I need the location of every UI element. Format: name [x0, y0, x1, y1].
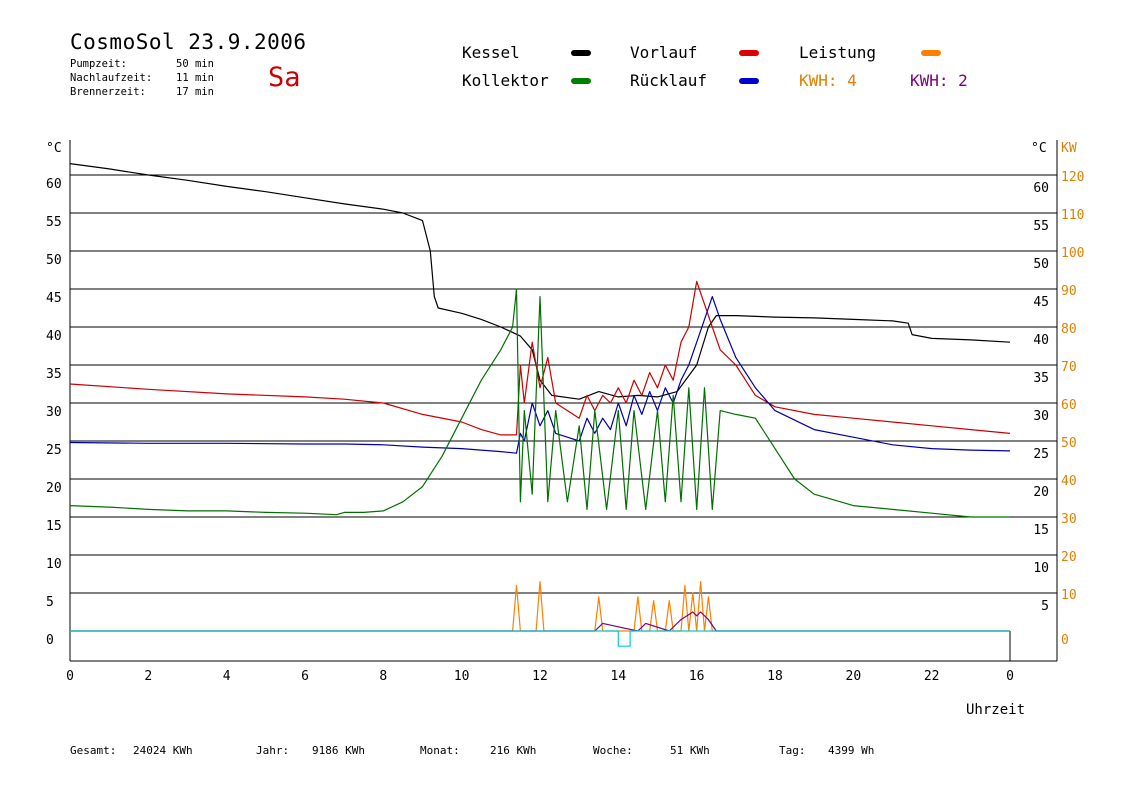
- stat-pumpzeit-label: Pumpzeit:: [70, 58, 127, 70]
- right-tick-label-power-50: 50: [1061, 436, 1077, 451]
- footer-woche-label: Woche:: [593, 744, 633, 757]
- left-tick-label-40: 40: [46, 329, 62, 344]
- right-tick-label-temp-10: 10: [1033, 561, 1049, 576]
- stat-pumpzeit-value: 50 min: [176, 58, 214, 70]
- series-line-rücklauf: [69, 296, 1011, 454]
- footer-gesamt-value: 24024 KWh: [133, 744, 193, 757]
- right-tick-label-power-120: 120: [1061, 170, 1084, 185]
- legend-label-leistung: Leistung: [799, 43, 877, 62]
- footer-jahr-value: 9186 KWh: [312, 744, 365, 757]
- right-tick-label-power-100: 100: [1061, 246, 1084, 261]
- left-tick-label-20: 20: [46, 481, 62, 496]
- legend-label-kessel: Kessel: [462, 43, 520, 62]
- legend-label-kollektor: Kollektor: [462, 71, 549, 90]
- right-tick-label-power-40: 40: [1061, 474, 1077, 489]
- footer-tag-label: Tag:: [779, 744, 806, 757]
- series-line-leistung2: [70, 611, 1010, 632]
- right-tick-label-power-10: 10: [1061, 588, 1077, 603]
- legend-swatch-vorlauf: [739, 50, 759, 56]
- footer-gesamt-label: Gesamt:: [70, 744, 117, 757]
- left-tick-label-25: 25: [46, 443, 62, 458]
- right-tick-label-temp-55: 55: [1033, 219, 1049, 234]
- left-tick-label-55: 55: [46, 215, 62, 230]
- right-axis-unit-power: KW: [1061, 141, 1077, 156]
- left-tick-label-45: 45: [46, 291, 62, 306]
- series-line-kessel: [69, 163, 1011, 400]
- legend-swatch-kessel: [571, 50, 591, 56]
- left-axis-unit: °C: [46, 141, 62, 156]
- footer-woche-value: 51 KWh: [670, 744, 710, 757]
- left-tick-label-0: 0: [46, 633, 54, 648]
- x-tick-label-10: 20: [846, 669, 862, 684]
- right-tick-label-power-110: 110: [1061, 208, 1084, 223]
- stat-brennerzeit-value: 17 min: [176, 86, 214, 98]
- right-tick-label-temp-35: 35: [1033, 371, 1049, 386]
- right-tick-label-temp-40: 40: [1033, 333, 1049, 348]
- legend-label-vorlauf: Vorlauf: [630, 43, 698, 62]
- left-tick-label-50: 50: [46, 253, 62, 268]
- right-tick-label-power-60: 60: [1061, 398, 1077, 413]
- x-tick-label-8: 16: [689, 669, 705, 684]
- left-tick-label-15: 15: [46, 519, 62, 534]
- x-tick-label-5: 10: [454, 669, 470, 684]
- left-tick-label-10: 10: [46, 557, 62, 572]
- stat-brennerzeit-label: Brennerzeit:: [70, 86, 146, 98]
- footer-monat-value: 216 KWh: [490, 744, 537, 757]
- left-tick-label-5: 5: [46, 595, 54, 610]
- legend-kwh-orange: KWH: 4: [799, 71, 857, 90]
- right-tick-label-power-80: 80: [1061, 322, 1077, 337]
- right-axis-unit-temp: °C: [1031, 141, 1047, 156]
- right-tick-label-power-0: 0: [1061, 633, 1069, 648]
- legend-swatch-kollektor: [571, 78, 591, 84]
- stat-nachlaufzeit-value: 11 min: [176, 72, 214, 84]
- footer-jahr-label: Jahr:: [256, 744, 290, 757]
- footer-monat-label: Monat:: [420, 744, 460, 757]
- x-tick-label-3: 6: [301, 669, 309, 684]
- x-tick-label-2: 4: [223, 669, 231, 684]
- right-tick-label-temp-25: 25: [1033, 447, 1049, 462]
- legend-swatch-ruecklauf: [739, 78, 759, 84]
- x-tick-label-7: 14: [611, 669, 627, 684]
- right-tick-label-temp-5: 5: [1041, 599, 1049, 614]
- legend-swatch-leistung: [921, 50, 941, 56]
- x-tick-label-9: 18: [767, 669, 783, 684]
- right-tick-label-temp-50: 50: [1033, 257, 1049, 272]
- right-tick-label-power-90: 90: [1061, 284, 1077, 299]
- left-tick-label-30: 30: [46, 405, 62, 420]
- legend-kwh-purple: KWH: 2: [910, 71, 968, 90]
- x-tick-label-0: 0: [66, 669, 74, 684]
- right-tick-label-temp-15: 15: [1033, 523, 1049, 538]
- x-tick-label-6: 12: [532, 669, 548, 684]
- x-tick-label-11: 22: [924, 669, 940, 684]
- stat-nachlaufzeit-label: Nachlaufzeit:: [70, 72, 153, 84]
- footer-tag-value: 4399 Wh: [828, 744, 875, 757]
- legend-label-ruecklauf: Rücklauf: [630, 71, 708, 90]
- right-tick-label-power-30: 30: [1061, 512, 1077, 527]
- x-tick-label-1: 2: [144, 669, 152, 684]
- series-line-kollektor: [69, 288, 1010, 518]
- x-axis-label: Uhrzeit: [966, 702, 1026, 718]
- x-tick-label-12: 0: [1006, 669, 1014, 684]
- series-line-leistung: [70, 580, 1010, 632]
- weekday-label: Sa: [268, 62, 301, 93]
- x-tick-label-4: 8: [379, 669, 387, 684]
- right-tick-label-temp-45: 45: [1033, 295, 1049, 310]
- right-tick-label-temp-60: 60: [1033, 181, 1049, 196]
- series-line-status: [70, 630, 1010, 647]
- right-tick-label-power-70: 70: [1061, 360, 1077, 375]
- series-line-vorlauf: [69, 280, 1011, 436]
- left-tick-label-35: 35: [46, 367, 62, 382]
- right-tick-label-power-20: 20: [1061, 550, 1077, 565]
- right-tick-label-temp-20: 20: [1033, 485, 1049, 500]
- left-tick-label-60: 60: [46, 177, 62, 192]
- right-tick-label-temp-30: 30: [1033, 409, 1049, 424]
- chart-title: CosmoSol 23.9.2006: [70, 30, 307, 54]
